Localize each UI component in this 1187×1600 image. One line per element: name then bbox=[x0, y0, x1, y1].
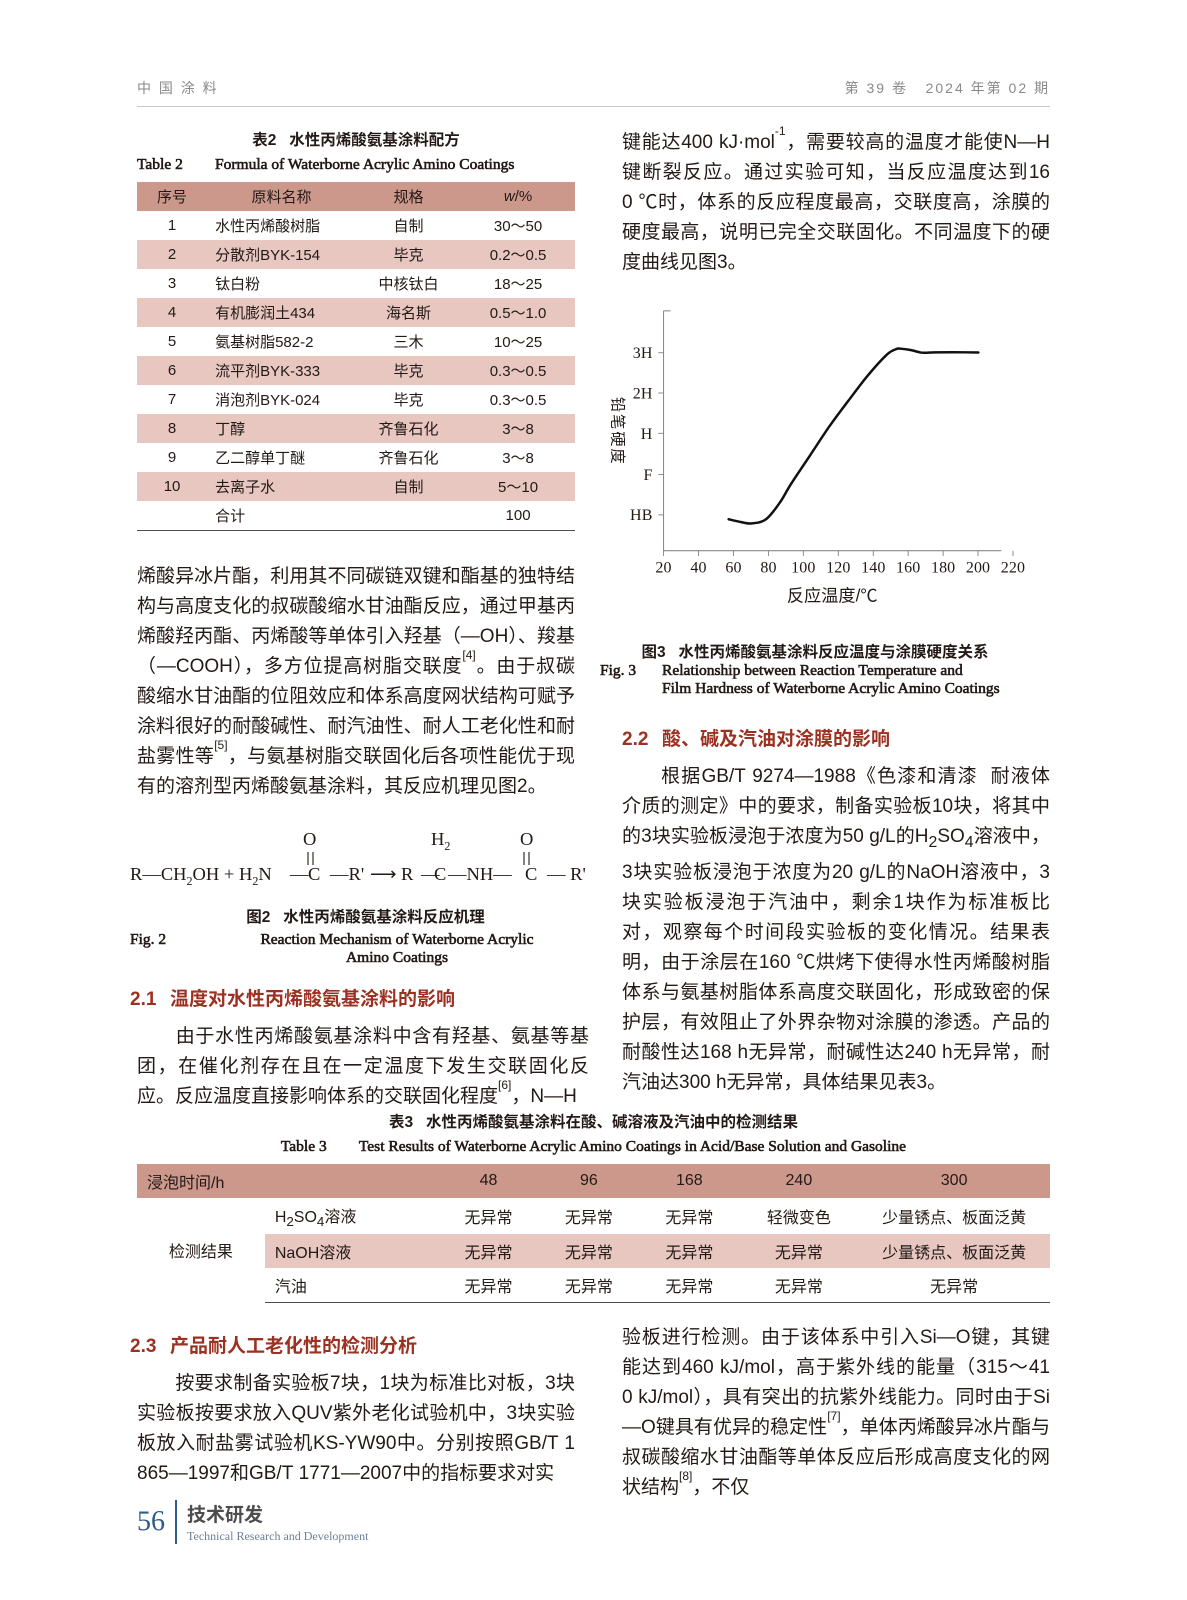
svg-text:3H: 3H bbox=[633, 344, 653, 362]
svg-text:2H: 2H bbox=[633, 385, 653, 403]
svg-text:160: 160 bbox=[896, 559, 920, 577]
svg-text:HB: HB bbox=[630, 506, 653, 524]
svg-text:H2: H2 bbox=[431, 830, 450, 853]
svg-text:—NH—: —NH— bbox=[447, 865, 513, 885]
svg-text:60: 60 bbox=[725, 559, 741, 577]
svg-text:180: 180 bbox=[931, 559, 955, 577]
svg-text:20: 20 bbox=[655, 559, 671, 577]
svg-text:C: C bbox=[308, 865, 320, 885]
svg-text:220: 220 bbox=[1001, 559, 1025, 577]
svg-text:40: 40 bbox=[690, 559, 706, 577]
svg-text:200: 200 bbox=[966, 559, 990, 577]
svg-text:100: 100 bbox=[791, 559, 815, 577]
svg-text:F: F bbox=[644, 466, 653, 484]
svg-text:—: — bbox=[289, 865, 310, 885]
svg-text:140: 140 bbox=[861, 559, 885, 577]
svg-text:R—CH2OH + H2N: R—CH2OH + H2N bbox=[130, 865, 272, 888]
svg-text:C: C bbox=[525, 865, 537, 885]
svg-text:反应温度/℃: 反应温度/℃ bbox=[787, 585, 878, 605]
svg-text:铅笔硬度: 铅笔硬度 bbox=[608, 397, 625, 466]
svg-text:R: R bbox=[401, 865, 414, 885]
svg-text:— R': — R' bbox=[546, 865, 586, 885]
svg-text:120: 120 bbox=[826, 559, 850, 577]
svg-text:—R': —R' bbox=[329, 865, 364, 885]
svg-text:C: C bbox=[434, 865, 446, 885]
svg-text:O: O bbox=[303, 830, 316, 850]
svg-text:80: 80 bbox=[760, 559, 776, 577]
svg-text:H: H bbox=[641, 425, 653, 443]
svg-text:O: O bbox=[520, 830, 533, 850]
svg-text:⟶: ⟶ bbox=[370, 865, 397, 885]
